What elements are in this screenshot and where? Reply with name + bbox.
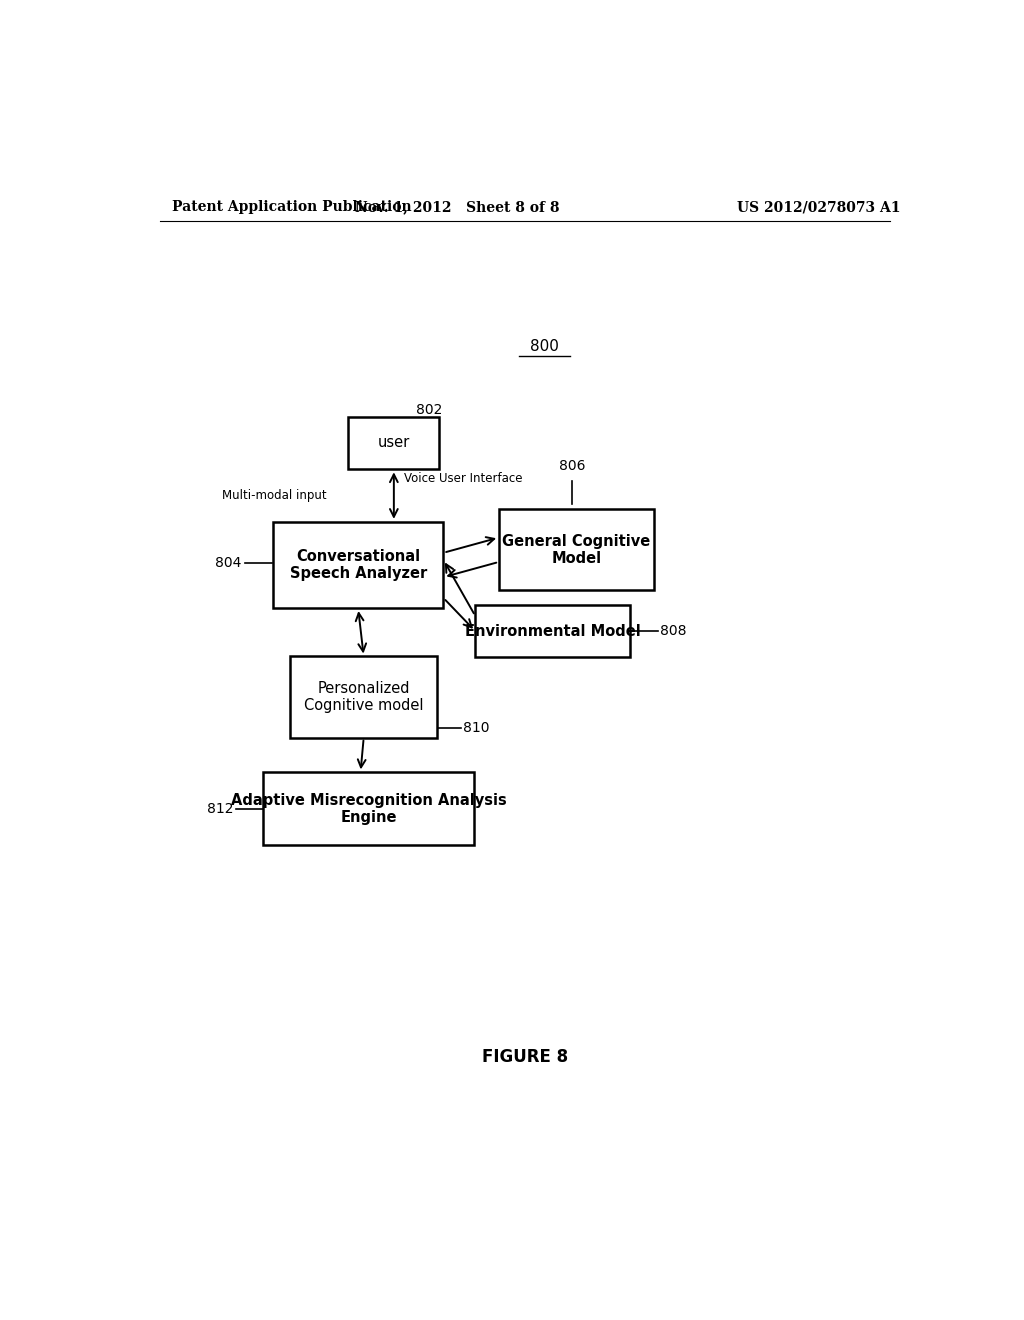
Text: 806: 806	[559, 459, 586, 474]
Text: Personalized
Cognitive model: Personalized Cognitive model	[304, 681, 424, 713]
Text: 810: 810	[463, 721, 489, 735]
Text: 812: 812	[207, 801, 233, 816]
Text: 808: 808	[660, 624, 687, 638]
Text: 800: 800	[530, 338, 559, 354]
Bar	[290, 656, 437, 738]
Text: Multi-modal input: Multi-modal input	[221, 490, 327, 503]
Text: US 2012/0278073 A1: US 2012/0278073 A1	[736, 201, 900, 214]
Text: FIGURE 8: FIGURE 8	[481, 1048, 568, 1065]
Text: Patent Application Publication: Patent Application Publication	[172, 201, 412, 214]
Bar	[348, 417, 439, 470]
Bar	[272, 521, 443, 609]
Bar	[263, 772, 474, 846]
Text: Voice User Interface: Voice User Interface	[404, 473, 522, 484]
Text: Conversational
Speech Analyzer: Conversational Speech Analyzer	[290, 549, 427, 581]
Bar	[499, 510, 653, 590]
Text: user: user	[378, 436, 410, 450]
Text: Nov. 1, 2012   Sheet 8 of 8: Nov. 1, 2012 Sheet 8 of 8	[355, 201, 559, 214]
Text: 804: 804	[215, 556, 242, 570]
Text: Adaptive Misrecognition Analysis
Engine: Adaptive Misrecognition Analysis Engine	[230, 793, 506, 825]
Text: Environmental Model: Environmental Model	[465, 623, 640, 639]
Text: 802: 802	[416, 404, 442, 417]
Text: General Cognitive
Model: General Cognitive Model	[502, 533, 650, 566]
Bar	[475, 605, 630, 657]
